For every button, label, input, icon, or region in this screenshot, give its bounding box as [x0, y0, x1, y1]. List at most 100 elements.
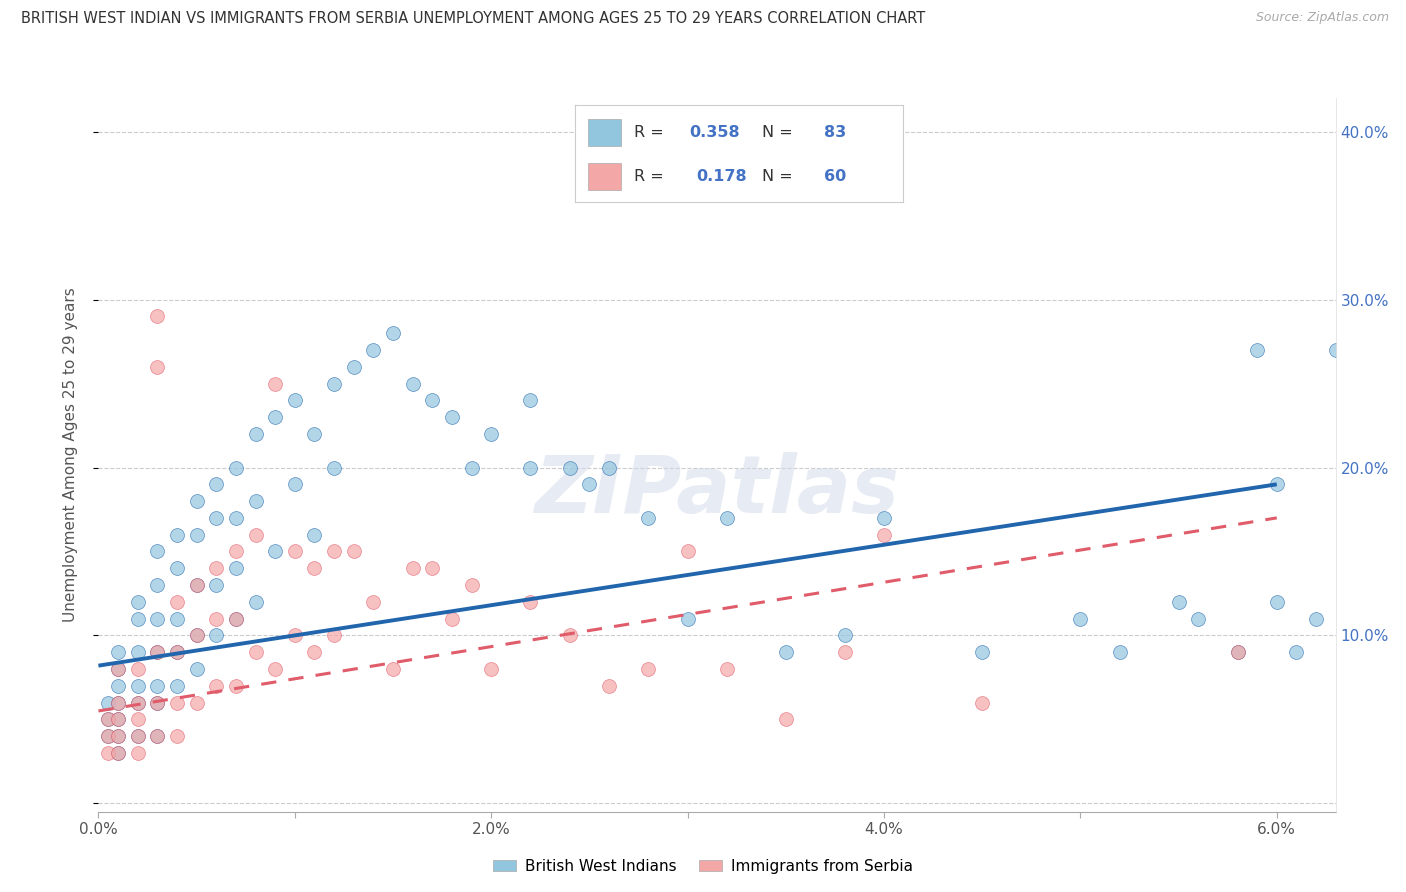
Point: [97, 729, 120, 743]
Point: [1226, 645, 1249, 659]
Point: [166, 696, 188, 710]
Point: [166, 612, 188, 626]
Point: [225, 511, 247, 525]
Point: [107, 696, 129, 710]
Point: [1187, 612, 1209, 626]
Point: [834, 628, 856, 642]
Point: [264, 662, 287, 676]
Point: [205, 679, 228, 693]
Point: [186, 628, 208, 642]
Point: [363, 595, 385, 609]
Point: [205, 628, 228, 642]
Point: [225, 544, 247, 558]
Point: [205, 578, 228, 592]
Point: [166, 679, 188, 693]
Point: [146, 679, 169, 693]
Point: [245, 494, 267, 508]
Point: [716, 662, 738, 676]
Point: [1069, 612, 1091, 626]
Point: [284, 477, 307, 491]
Point: [146, 729, 169, 743]
Point: [186, 578, 208, 592]
Point: [558, 460, 581, 475]
Point: [107, 662, 129, 676]
Point: [245, 426, 267, 441]
Point: [166, 645, 188, 659]
Point: [363, 343, 385, 357]
Point: [166, 645, 188, 659]
Point: [186, 696, 208, 710]
Point: [146, 612, 169, 626]
Point: [323, 460, 346, 475]
Point: [972, 696, 994, 710]
Point: [479, 662, 502, 676]
Text: Source: ZipAtlas.com: Source: ZipAtlas.com: [1256, 11, 1389, 24]
Point: [166, 595, 188, 609]
Point: [127, 696, 149, 710]
Point: [205, 511, 228, 525]
Text: ZIPatlas: ZIPatlas: [534, 451, 900, 530]
Point: [107, 729, 129, 743]
Point: [343, 359, 366, 374]
Point: [186, 628, 208, 642]
Point: [323, 628, 346, 642]
Point: [1265, 477, 1288, 491]
Text: BRITISH WEST INDIAN VS IMMIGRANTS FROM SERBIA UNEMPLOYMENT AMONG AGES 25 TO 29 Y: BRITISH WEST INDIAN VS IMMIGRANTS FROM S…: [21, 11, 925, 26]
Point: [107, 712, 129, 726]
Point: [598, 679, 620, 693]
Point: [127, 595, 149, 609]
Point: [146, 696, 169, 710]
Point: [304, 426, 326, 441]
Point: [97, 712, 120, 726]
Point: [186, 662, 208, 676]
Point: [264, 410, 287, 425]
Point: [382, 662, 405, 676]
Point: [205, 561, 228, 575]
Point: [225, 561, 247, 575]
Point: [519, 595, 541, 609]
Point: [304, 645, 326, 659]
Point: [284, 544, 307, 558]
Point: [205, 477, 228, 491]
Point: [873, 511, 896, 525]
Point: [304, 527, 326, 541]
Point: [146, 310, 169, 324]
Point: [146, 578, 169, 592]
Point: [676, 612, 699, 626]
Point: [97, 712, 120, 726]
Point: [97, 729, 120, 743]
Point: [637, 511, 659, 525]
Point: [127, 645, 149, 659]
Point: [519, 393, 541, 408]
Point: [97, 746, 120, 760]
Point: [166, 561, 188, 575]
Point: [264, 376, 287, 391]
Point: [146, 645, 169, 659]
Point: [107, 662, 129, 676]
Legend: British West Indians, Immigrants from Serbia: British West Indians, Immigrants from Se…: [486, 853, 920, 880]
Point: [186, 494, 208, 508]
Point: [519, 460, 541, 475]
Point: [304, 561, 326, 575]
Point: [578, 477, 600, 491]
Point: [972, 645, 994, 659]
Point: [1226, 645, 1249, 659]
Point: [146, 544, 169, 558]
Point: [166, 527, 188, 541]
Point: [323, 376, 346, 391]
Point: [420, 561, 443, 575]
Point: [225, 460, 247, 475]
Point: [146, 696, 169, 710]
Point: [1265, 595, 1288, 609]
Point: [873, 527, 896, 541]
Point: [558, 628, 581, 642]
Point: [225, 679, 247, 693]
Point: [107, 746, 129, 760]
Point: [1324, 343, 1347, 357]
Point: [127, 612, 149, 626]
Point: [382, 326, 405, 341]
Point: [1246, 343, 1268, 357]
Point: [97, 696, 120, 710]
Point: [107, 696, 129, 710]
Point: [127, 729, 149, 743]
